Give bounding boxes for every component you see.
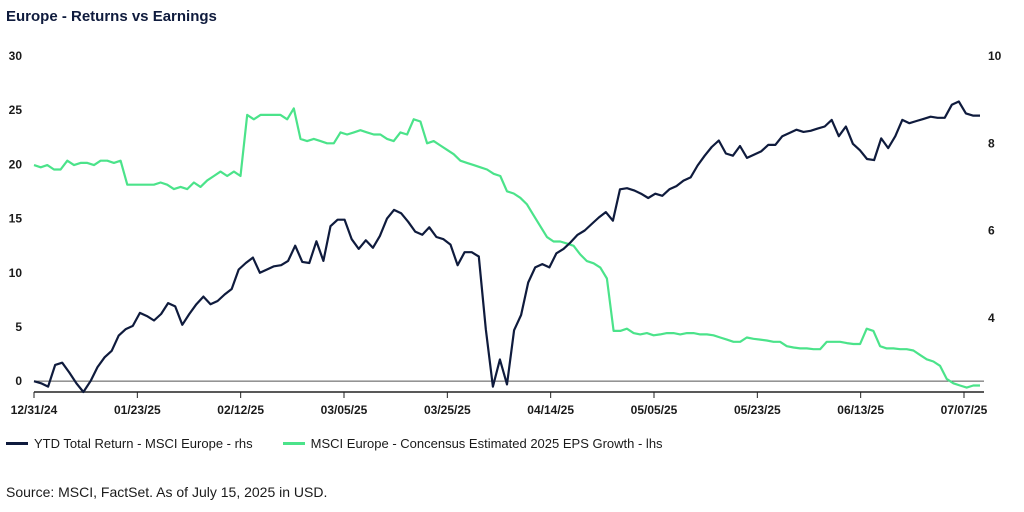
x-tick-label: 03/05/25 [321, 403, 368, 417]
x-tick-label: 05/23/25 [734, 403, 781, 417]
right-tick-label: 4 [988, 311, 995, 325]
chart-title: Europe - Returns vs Earnings [6, 8, 217, 25]
left-tick-label: 20 [9, 157, 23, 171]
legend-item-eps-growth: MSCI Europe - Concensus Estimated 2025 E… [282, 436, 663, 451]
chart-area: 0 5 10 15 20 25 30 4 6 8 10 12/31/24 01/23/25 02/12… [9, 49, 1002, 417]
left-tick-label: 5 [15, 320, 22, 334]
x-axis: 12/31/24 01/23/25 02/12/25 03/05/25 03/25/25… [11, 392, 988, 417]
x-tick-label: 12/31/24 [11, 403, 58, 417]
legend-swatch-eps-growth [282, 442, 305, 445]
legend-swatch-ytd-return [6, 442, 28, 445]
series-line-eps-growth [33, 107, 980, 389]
source-note: Source: MSCI, FactSet. As of July 15, 20… [6, 484, 328, 500]
right-tick-label: 6 [988, 224, 995, 238]
right-tick-label: 8 [988, 136, 995, 150]
x-tick-label: 07/07/25 [941, 403, 988, 417]
x-tick-label: 02/12/25 [217, 403, 264, 417]
legend-label-eps-growth: MSCI Europe - Concensus Estimated 2025 E… [310, 436, 663, 451]
left-axis: 0 5 10 15 20 25 30 [9, 49, 23, 388]
x-tick-label: 03/25/25 [424, 403, 471, 417]
left-tick-label: 15 [9, 212, 23, 226]
x-tick-label: 01/23/25 [114, 403, 161, 417]
legend-item-ytd-return: YTD Total Return - MSCI Europe - rhs [6, 436, 253, 451]
right-axis: 4 6 8 10 [988, 49, 1002, 325]
left-tick-label: 10 [9, 266, 23, 280]
left-tick-label: 0 [15, 374, 22, 388]
series-layer [33, 100, 980, 394]
legend: YTD Total Return - MSCI Europe - rhs MSC… [6, 436, 663, 451]
x-tick-label: 04/14/25 [527, 403, 574, 417]
left-tick-label: 30 [9, 49, 23, 63]
x-tick-label: 05/05/25 [631, 403, 678, 417]
series-line-ytd-return [33, 100, 980, 394]
x-tick-label: 06/13/25 [837, 403, 884, 417]
right-tick-label: 10 [988, 49, 1002, 63]
left-tick-label: 25 [9, 103, 23, 117]
legend-label-ytd-return: YTD Total Return - MSCI Europe - rhs [34, 436, 253, 451]
